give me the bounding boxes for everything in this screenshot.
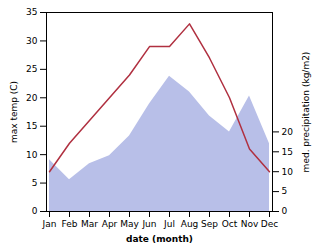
svg-text:10: 10: [26, 150, 38, 160]
svg-text:25: 25: [26, 64, 37, 74]
svg-text:5: 5: [282, 186, 288, 196]
svg-text:Jan: Jan: [42, 219, 57, 229]
svg-text:10: 10: [282, 167, 294, 177]
svg-text:Nov: Nov: [241, 219, 259, 229]
svg-text:15: 15: [26, 121, 37, 131]
svg-text:15: 15: [282, 147, 293, 157]
svg-text:max temp (C): max temp (C): [9, 81, 19, 143]
svg-text:35: 35: [26, 7, 37, 17]
svg-text:Feb: Feb: [62, 219, 78, 229]
svg-text:0: 0: [282, 206, 288, 216]
svg-text:May: May: [120, 219, 139, 229]
svg-text:30: 30: [26, 36, 38, 46]
svg-text:20: 20: [26, 93, 38, 103]
svg-text:Sep: Sep: [201, 219, 218, 229]
svg-text:Dec: Dec: [261, 219, 278, 229]
svg-text:med. precipitation (kg/m2): med. precipitation (kg/m2): [301, 52, 311, 173]
svg-text:5: 5: [32, 178, 38, 188]
svg-text:date (month): date (month): [126, 234, 193, 244]
svg-text:Jul: Jul: [163, 219, 175, 229]
svg-text:0: 0: [32, 206, 38, 216]
svg-text:Apr: Apr: [102, 219, 118, 229]
svg-text:Oct: Oct: [222, 219, 238, 229]
svg-text:Aug: Aug: [181, 219, 199, 229]
svg-text:Jun: Jun: [141, 219, 156, 229]
svg-text:20: 20: [282, 127, 294, 137]
svg-text:Mar: Mar: [81, 219, 98, 229]
